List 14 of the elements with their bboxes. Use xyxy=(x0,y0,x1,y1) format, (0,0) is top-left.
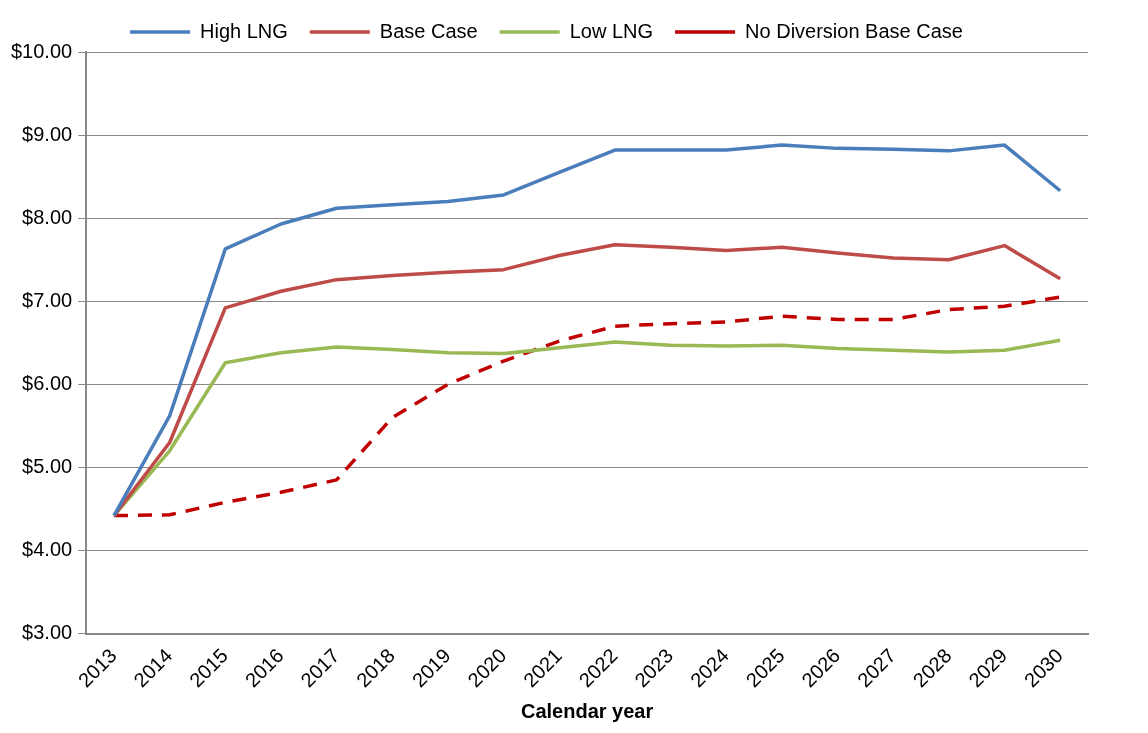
line-series xyxy=(112,295,1062,518)
x-axis-title: Calendar year xyxy=(520,699,654,722)
legend-label: Base Case xyxy=(379,19,478,42)
legend-label: No Diversion Base Case xyxy=(745,19,963,42)
y-tick-label: $7.00 xyxy=(22,288,73,311)
y-tick-label: $9.00 xyxy=(22,122,73,145)
legend-label: Low LNG xyxy=(569,19,654,42)
y-tick-label: $4.00 xyxy=(22,538,73,560)
y-tick-label: $3.00 xyxy=(22,621,73,644)
y-tick-label: $6.00 xyxy=(22,371,73,394)
y-tick-label: $8.00 xyxy=(22,205,73,228)
legend-label: High LNG xyxy=(200,19,288,42)
y-tick-label: $5.00 xyxy=(22,454,73,477)
y-tick-label: $10.00 xyxy=(11,39,73,62)
